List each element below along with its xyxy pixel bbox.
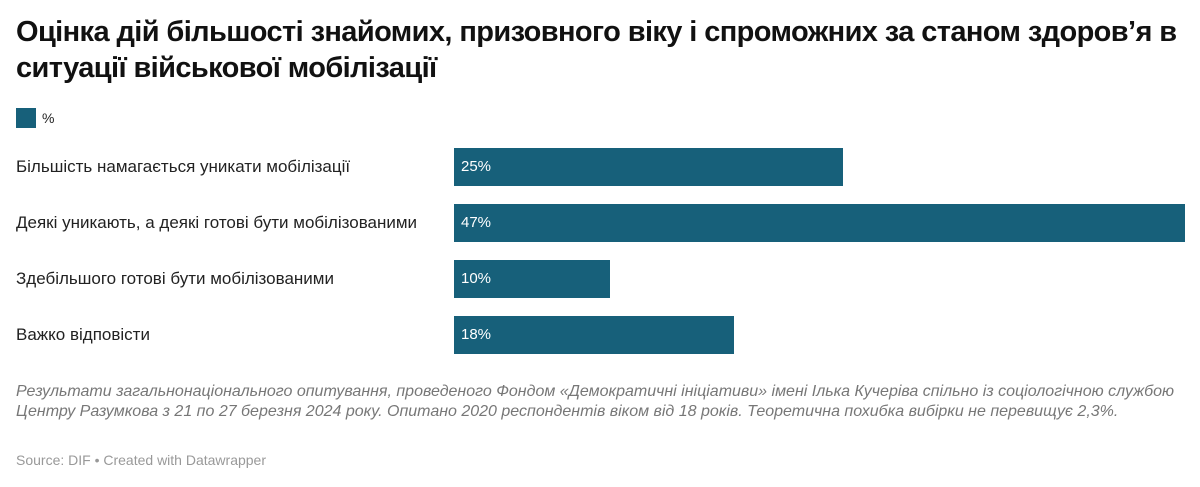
bar (454, 260, 610, 298)
legend-swatch (16, 108, 36, 128)
category-label: Більшість намагається уникати мобілізаці… (16, 157, 351, 176)
bar (454, 316, 734, 354)
legend: % (16, 108, 54, 128)
value-label: 47% (461, 214, 492, 231)
note: Результати загальнонаціонального опитува… (16, 383, 1175, 420)
bar (454, 204, 1185, 242)
legend-label: % (42, 110, 55, 126)
source: Source: DIF • Created with Datawrapper (16, 452, 267, 468)
category-label: Важко відповісти (16, 325, 150, 344)
bar (454, 148, 843, 186)
value-label: 25% (461, 158, 492, 175)
value-label: 18% (461, 326, 492, 343)
chart-title: Оцінка дій більшості знайомих, призовног… (16, 16, 1177, 84)
category-label: Деякі уникають, а деякі готові бути мобі… (16, 213, 418, 232)
value-label: 10% (461, 270, 492, 287)
category-label: Здебільшого готові бути мобілізованими (16, 269, 334, 288)
